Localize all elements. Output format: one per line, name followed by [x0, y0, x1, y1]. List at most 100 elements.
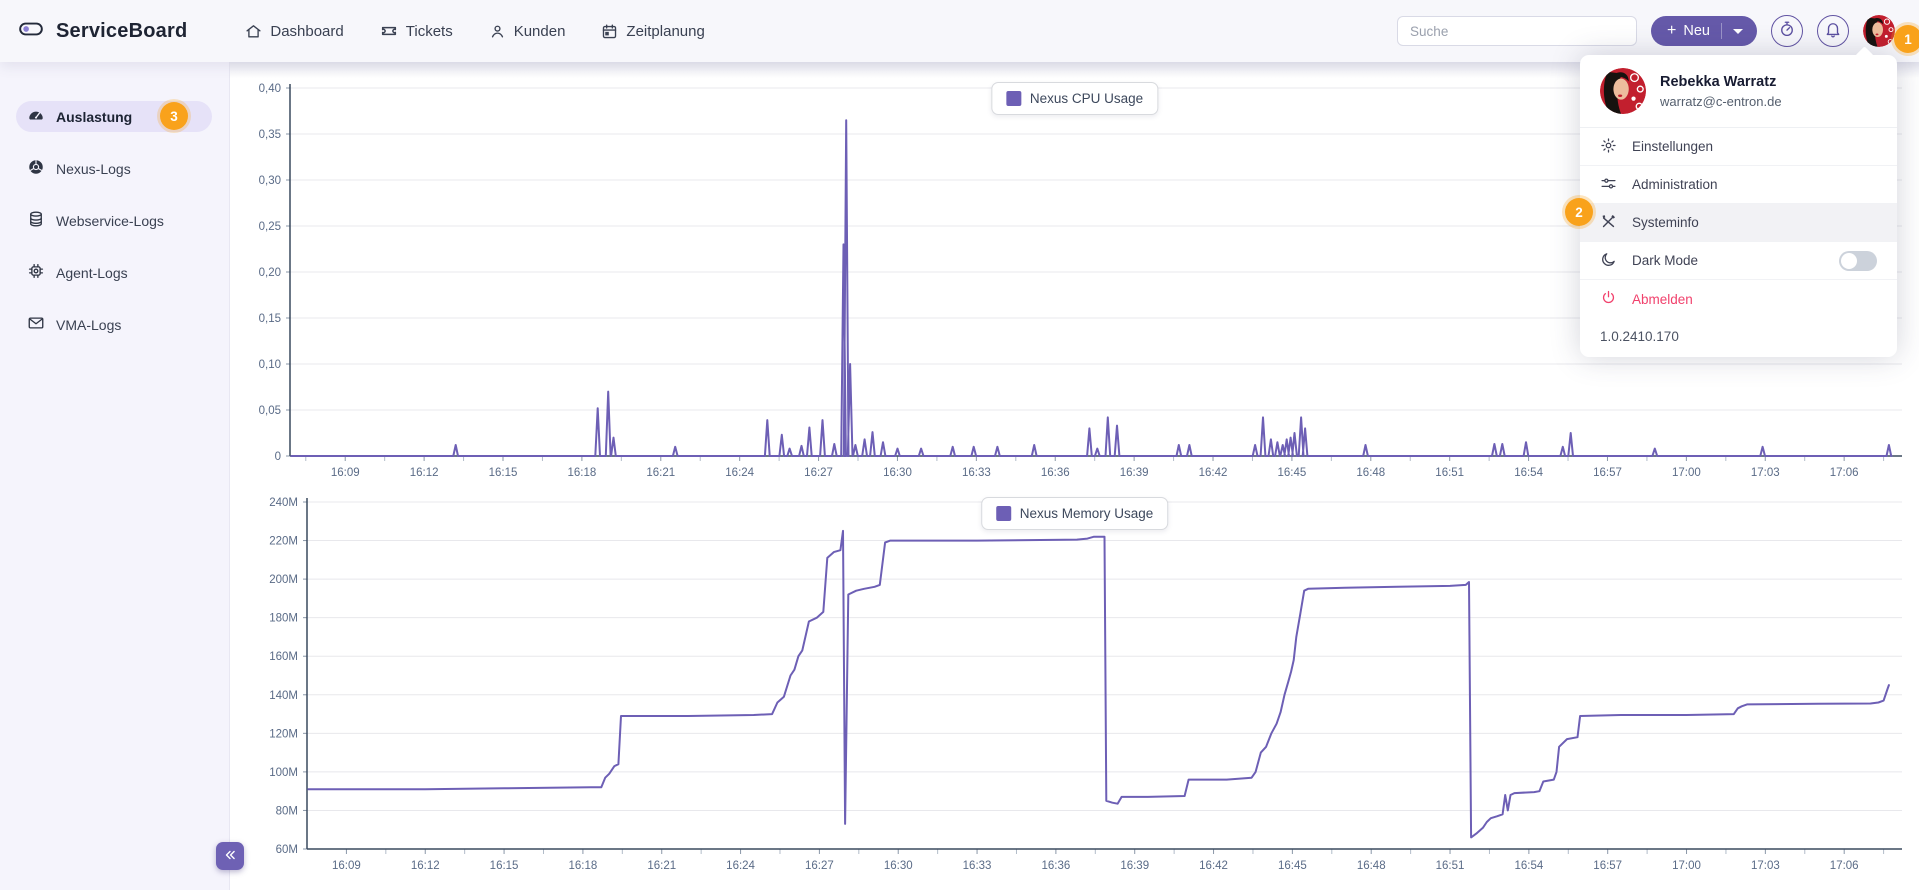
nav-label: Tickets [405, 22, 453, 40]
gauge-icon [27, 106, 45, 127]
menu-item-einstellungen[interactable]: Einstellungen [1580, 128, 1897, 166]
memory-usage-chart: 60M 80M 100M 120M 140M 160M 180M 200M 220M 240M 16… [269, 497, 1902, 872]
cpu-usage-chart: 0 0,05 0,10 0,15 0,20 0,25 0,30 0,35 0,40 16:09 16… [259, 83, 1902, 479]
svg-text:16:33: 16:33 [962, 467, 991, 479]
svg-text:16:18: 16:18 [569, 860, 598, 872]
nav-item-kunden[interactable]: Kunden [489, 22, 566, 40]
svg-text:60M: 60M [276, 844, 298, 856]
user-dropdown-menu: Rebekka Warratz warratz@c-entron.de Eins… [1565, 55, 1897, 357]
svg-text:16:54: 16:54 [1514, 467, 1543, 479]
calendar-icon [601, 23, 618, 40]
svg-text:17:03: 17:03 [1751, 467, 1780, 479]
plus-icon: + [1667, 21, 1677, 39]
svg-text:16:24: 16:24 [726, 860, 755, 872]
svg-text:0,30: 0,30 [259, 175, 281, 187]
button-divider [1721, 23, 1722, 39]
svg-text:16:12: 16:12 [411, 860, 440, 872]
dark-mode-toggle[interactable] [1839, 250, 1877, 271]
app-logo[interactable]: ServiceBoard [18, 16, 187, 47]
svg-text:16:36: 16:36 [1041, 860, 1070, 872]
svg-text:160M: 160M [269, 651, 298, 663]
sidebar-item-label: Agent-Logs [56, 264, 128, 281]
svg-text:17:00: 17:00 [1672, 467, 1701, 479]
nav-item-zeitplanung[interactable]: Zeitplanung [601, 22, 705, 40]
menu-item-dark-mode[interactable]: Dark Mode [1580, 242, 1897, 280]
svg-text:16:48: 16:48 [1357, 860, 1386, 872]
svg-text:16:48: 16:48 [1356, 467, 1385, 479]
timer-button[interactable] [1771, 15, 1803, 47]
svg-text:120M: 120M [269, 728, 298, 740]
user-avatar[interactable] [1863, 15, 1895, 47]
svg-text:16:18: 16:18 [568, 467, 597, 479]
svg-text:240M: 240M [269, 497, 298, 509]
svg-text:16:57: 16:57 [1593, 860, 1622, 872]
svg-text:100M: 100M [269, 767, 298, 779]
sidebar-item-webservice-logs[interactable]: Webservice-Logs [16, 205, 212, 236]
sidebar-item-label: VMA-Logs [56, 316, 122, 333]
app-title: ServiceBoard [56, 19, 188, 42]
svg-text:16:12: 16:12 [410, 467, 439, 479]
auslastung-badge: 3 [160, 102, 188, 130]
nav-label: Dashboard [270, 22, 344, 40]
svg-text:17:03: 17:03 [1751, 860, 1780, 872]
nav-item-tickets[interactable]: Tickets [380, 22, 453, 40]
svg-text:16:15: 16:15 [490, 860, 519, 872]
gear-icon [1600, 137, 1617, 157]
user-name: Rebekka Warratz [1660, 73, 1777, 90]
new-button[interactable]: + Neu [1651, 16, 1757, 46]
chip-icon [27, 262, 45, 283]
tools-icon [1600, 213, 1617, 233]
nav-label: Kunden [513, 22, 566, 40]
menu-item-abmelden[interactable]: Abmelden [1580, 280, 1897, 318]
svg-text:17:00: 17:00 [1672, 860, 1701, 872]
menu-item-administration[interactable]: Administration [1580, 166, 1897, 204]
svg-text:16:27: 16:27 [804, 467, 833, 479]
menu-item-label: Dark Mode [1632, 253, 1699, 268]
menu-item-systeminfo[interactable]: Systeminfo [1580, 204, 1897, 242]
double-chevron-left-icon [223, 848, 237, 865]
top-header: ServiceBoard Dashboard Tickets Kunden Ze… [0, 0, 1919, 62]
cpu-usage-chart-section: Nexus CPU Usage 0 0,05 0,10 0,15 0,20 0,25 0,3… [230, 62, 1919, 485]
svg-text:16:30: 16:30 [884, 860, 913, 872]
svg-text:16:33: 16:33 [963, 860, 992, 872]
main-nav: Dashboard Tickets Kunden Zeitplanung [245, 22, 705, 40]
legend-label: Nexus CPU Usage [1029, 91, 1144, 106]
svg-text:200M: 200M [269, 574, 298, 586]
sidebar-item-agent-logs[interactable]: Agent-Logs [16, 257, 212, 288]
svg-text:16:36: 16:36 [1041, 467, 1070, 479]
sidebar: Auslastung 3 Nexus-Logs Webservice-Logs … [0, 62, 230, 890]
svg-text:16:54: 16:54 [1514, 860, 1543, 872]
svg-text:0,15: 0,15 [259, 313, 281, 325]
nav-label: Zeitplanung [626, 22, 705, 40]
svg-text:180M: 180M [269, 613, 298, 625]
app-version: 1.0.2410.170 [1600, 329, 1679, 344]
cpu-chart-legend[interactable]: Nexus CPU Usage [990, 82, 1159, 115]
toggle-knob [1841, 252, 1857, 269]
ticket-icon [380, 22, 398, 40]
menu-item-label: Abmelden [1632, 291, 1693, 307]
memory-chart-legend[interactable]: Nexus Memory Usage [980, 497, 1169, 530]
sidebar-item-auslastung[interactable]: Auslastung 3 [16, 101, 212, 132]
svg-text:0,25: 0,25 [259, 221, 281, 233]
sidebar-item-label: Nexus-Logs [56, 160, 131, 177]
sidebar-item-vma-logs[interactable]: VMA-Logs [16, 309, 212, 340]
menu-item-label: Systeminfo [1632, 215, 1699, 230]
bell-icon [1824, 20, 1842, 43]
svg-text:16:45: 16:45 [1278, 860, 1307, 872]
sidebar-collapse-button[interactable] [216, 842, 244, 870]
svg-text:0,35: 0,35 [259, 129, 281, 141]
memory-usage-chart-section: Nexus Memory Usage 60M 80M 100M 120M 140M 160… [230, 485, 1919, 890]
svg-text:16:45: 16:45 [1278, 467, 1307, 479]
moon-icon [1600, 251, 1617, 271]
svg-text:16:39: 16:39 [1120, 860, 1149, 872]
sliders-icon [1600, 175, 1617, 195]
chevron-down-icon[interactable] [1733, 28, 1743, 34]
svg-text:16:51: 16:51 [1435, 467, 1464, 479]
notifications-button[interactable] [1817, 15, 1849, 47]
nav-item-dashboard[interactable]: Dashboard [245, 22, 344, 40]
svg-text:16:21: 16:21 [646, 467, 675, 479]
menu-item-label: Administration [1632, 177, 1718, 192]
svg-text:0,40: 0,40 [259, 83, 281, 95]
search-input[interactable] [1397, 16, 1638, 46]
sidebar-item-nexus-logs[interactable]: Nexus-Logs [16, 153, 212, 184]
